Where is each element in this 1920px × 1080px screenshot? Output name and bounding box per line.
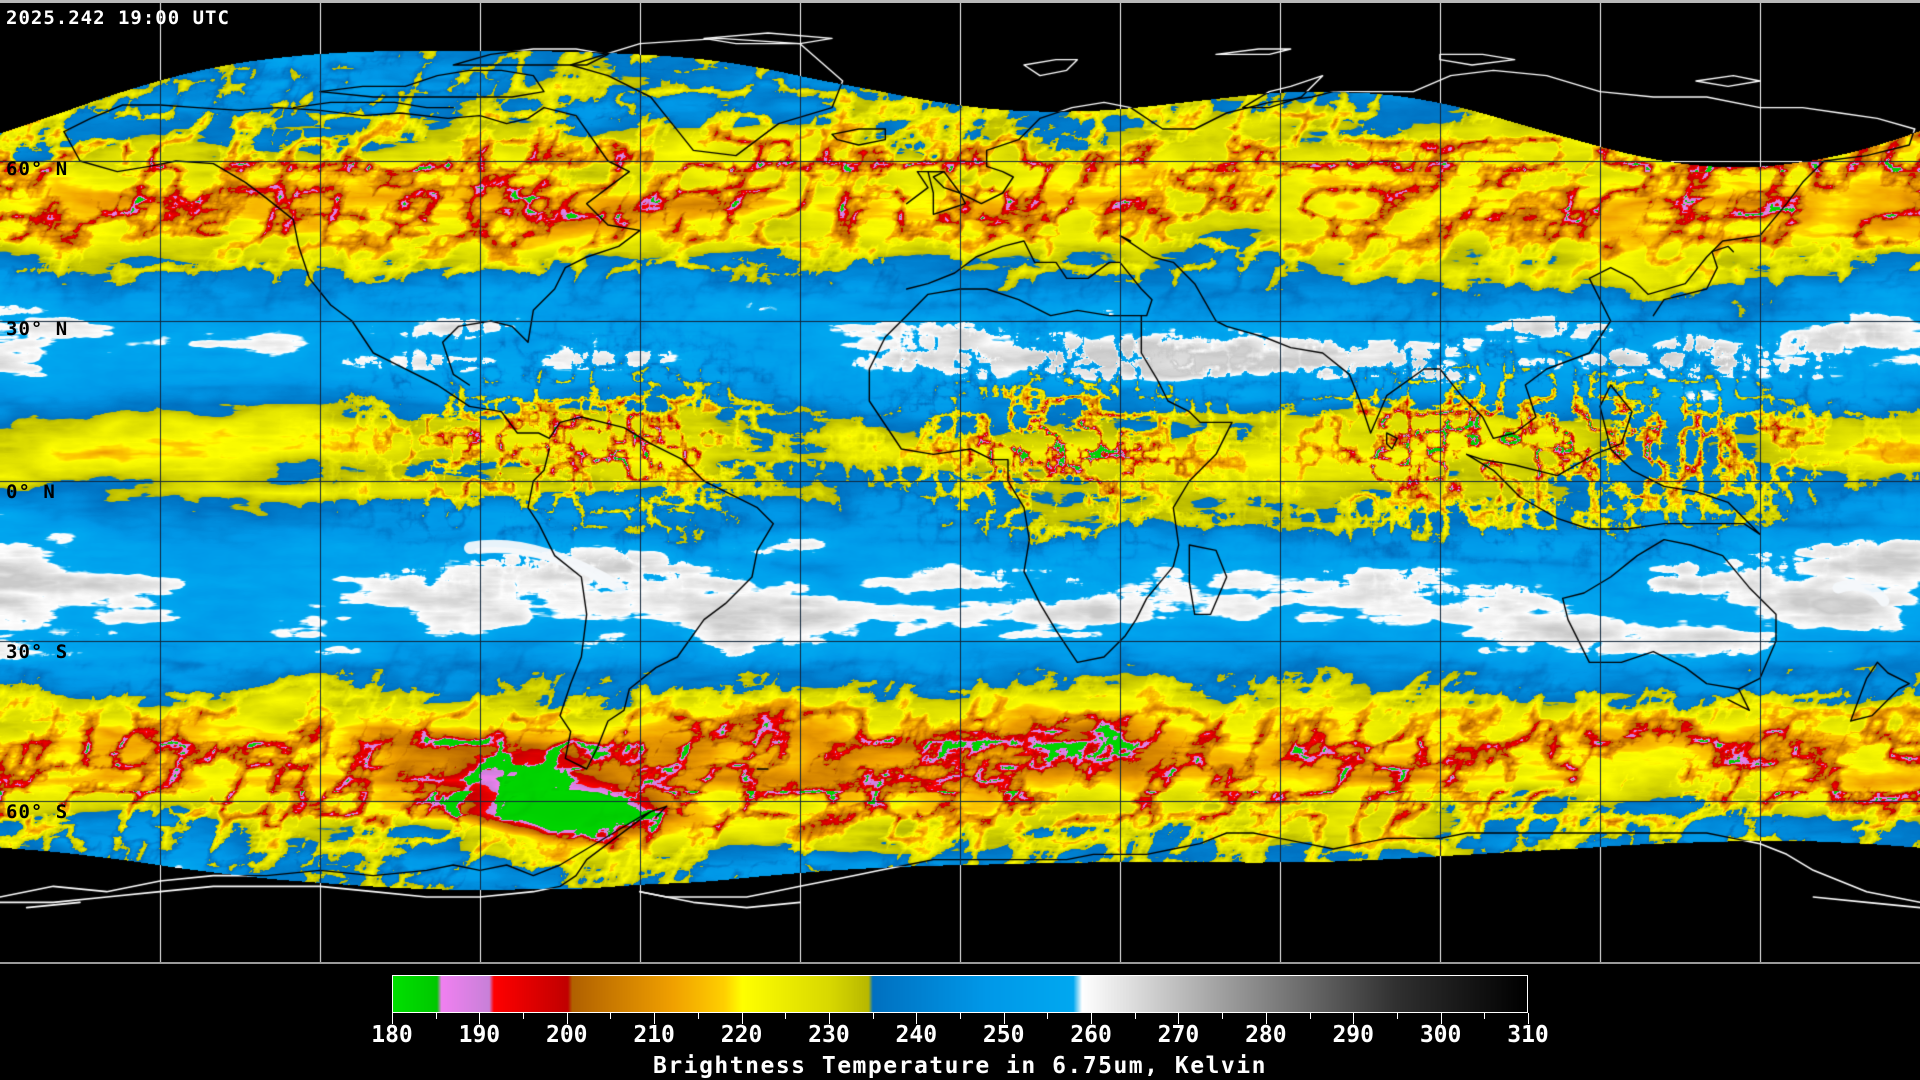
colorbar-wrapper[interactable]: [392, 975, 1528, 1013]
colorbar-tick: [1528, 1013, 1529, 1024]
colorbar-tick: [436, 1013, 437, 1019]
colorbar-tick: [1397, 1013, 1398, 1019]
brightness-temperature-map[interactable]: [0, 3, 1920, 962]
colorbar-tick: [785, 1013, 786, 1019]
colorbar-tick-labels: 180 190 200 210 220 230 240 250 260 270 280 290 300 3…: [371, 1022, 1549, 1050]
colorbar-tick: [1310, 1013, 1311, 1019]
top-border: [0, 0, 1920, 3]
colorbar-tick: [742, 1013, 743, 1024]
colorbar-tick: [392, 1013, 393, 1024]
lat-label-30n: 30° N: [6, 318, 69, 340]
colorbar-tick-label: 240: [895, 1022, 938, 1048]
colorbar-tick: [1266, 1013, 1267, 1024]
lat-label-0n: 0° N: [6, 481, 56, 503]
colorbar-tick-label: 270: [1157, 1022, 1200, 1048]
map-panel[interactable]: 2025.242 19:00 UTC 60° N 30° N 0° N 30° …: [0, 3, 1920, 962]
colorbar-tick: [1135, 1013, 1136, 1019]
colorbar-tick-label: 260: [1070, 1022, 1112, 1048]
colorbar-tick-label: 180: [371, 1022, 413, 1048]
colorbar-tick: [829, 1013, 830, 1024]
colorbar-tick-label: 300: [1419, 1022, 1462, 1048]
colorbar-tick-label: 190: [458, 1022, 501, 1048]
colorbar-tick: [610, 1013, 611, 1019]
colorbar-tick-label: 230: [808, 1022, 850, 1048]
legend-caption: Brightness Temperature in 6.75um, Kelvin: [653, 1053, 1267, 1079]
colorbar-tick: [698, 1013, 699, 1019]
colorbar-tick-label: 210: [633, 1022, 675, 1048]
colorbar-tick: [1047, 1013, 1048, 1019]
colorbar-tick: [1222, 1013, 1223, 1019]
colorbar-tick: [1091, 1013, 1092, 1024]
timestamp-label: 2025.242 19:00 UTC: [6, 7, 230, 29]
colorbar-tick: [960, 1013, 961, 1019]
colorbar-tick: [1004, 1013, 1005, 1024]
colorbar-tick-label: 200: [545, 1022, 588, 1048]
colorbar[interactable]: [392, 975, 1528, 1013]
colorbar-tick: [1178, 1013, 1179, 1024]
colorbar-tick: [916, 1013, 917, 1024]
lat-label-60n: 60° N: [6, 158, 69, 180]
colorbar-tick: [567, 1013, 568, 1024]
colorbar-tick-label: 310: [1507, 1022, 1549, 1048]
legend-panel: 180 190 200 210 220 230 240 250 260 270 280 290 300 3…: [0, 964, 1920, 1080]
colorbar-tick: [654, 1013, 655, 1024]
lat-label-30s: 30° S: [6, 641, 69, 663]
colorbar-tick: [1441, 1013, 1442, 1024]
colorbar-tick-label: 280: [1245, 1022, 1287, 1048]
colorbar-tick: [523, 1013, 524, 1019]
colorbar-ticks: [392, 1013, 1529, 1024]
colorbar-tick: [1484, 1013, 1485, 1019]
colorbar-tick-label: 290: [1332, 1022, 1374, 1048]
colorbar-tick: [479, 1013, 480, 1024]
colorbar-tick-label: 220: [720, 1022, 763, 1048]
lat-label-60s: 60° S: [6, 801, 69, 823]
panel-divider: [0, 962, 1920, 964]
colorbar-tick: [1353, 1013, 1354, 1024]
colorbar-tick-label: 250: [982, 1022, 1025, 1048]
colorbar-tick: [873, 1013, 874, 1019]
